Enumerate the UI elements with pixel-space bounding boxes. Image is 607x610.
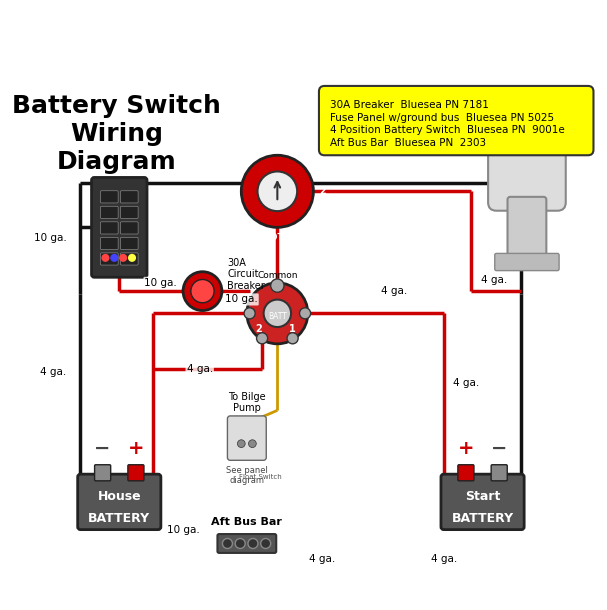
FancyBboxPatch shape: [100, 253, 118, 265]
Text: 4 ga.: 4 ga.: [308, 554, 335, 564]
Circle shape: [263, 300, 291, 327]
Text: BOTH: BOTH: [264, 233, 290, 242]
Text: Fuse Panel w/ground bus  Bluesea PN 5025: Fuse Panel w/ground bus Bluesea PN 5025: [330, 113, 554, 123]
Circle shape: [247, 283, 308, 344]
Text: +: +: [127, 439, 144, 458]
FancyBboxPatch shape: [92, 178, 147, 278]
FancyBboxPatch shape: [491, 465, 507, 481]
Text: Battery Switch
Wiring
Diagram: Battery Switch Wiring Diagram: [12, 94, 221, 174]
FancyBboxPatch shape: [120, 191, 138, 203]
Text: 2: 2: [256, 323, 262, 334]
Text: OFF: OFF: [268, 141, 287, 149]
FancyBboxPatch shape: [128, 465, 144, 481]
Circle shape: [248, 539, 258, 548]
Text: House: House: [98, 490, 141, 503]
Circle shape: [183, 271, 222, 310]
Circle shape: [191, 279, 214, 303]
FancyBboxPatch shape: [100, 237, 118, 249]
Text: 4 ga.: 4 ga.: [40, 367, 67, 376]
Text: −: −: [491, 439, 507, 458]
Text: 1: 1: [229, 186, 236, 196]
Text: −: −: [95, 439, 111, 458]
Text: 10 ga.: 10 ga.: [225, 295, 257, 304]
FancyBboxPatch shape: [488, 147, 566, 210]
Text: 4 Position Battery Switch  Bluesea PN  9001e: 4 Position Battery Switch Bluesea PN 900…: [330, 125, 565, 135]
Text: Common: Common: [257, 271, 297, 280]
Circle shape: [299, 308, 311, 319]
Text: 4 ga.: 4 ga.: [186, 364, 213, 374]
Text: Float Switch: Float Switch: [239, 474, 282, 480]
Circle shape: [257, 171, 297, 211]
Text: To Bilge
Pump: To Bilge Pump: [228, 392, 266, 413]
Text: 4 ga.: 4 ga.: [453, 378, 479, 387]
FancyBboxPatch shape: [78, 474, 161, 529]
Text: 10 ga.: 10 ga.: [144, 278, 177, 288]
Circle shape: [287, 332, 298, 344]
FancyBboxPatch shape: [120, 206, 138, 218]
Circle shape: [222, 539, 232, 548]
FancyBboxPatch shape: [319, 86, 594, 156]
Text: 10 ga.: 10 ga.: [167, 525, 200, 534]
FancyBboxPatch shape: [95, 465, 110, 481]
Circle shape: [237, 440, 245, 448]
Text: 30A Breaker  Bluesea PN 7181: 30A Breaker Bluesea PN 7181: [330, 100, 489, 110]
Circle shape: [271, 279, 284, 292]
Circle shape: [257, 332, 268, 344]
Circle shape: [242, 156, 313, 228]
FancyBboxPatch shape: [228, 416, 266, 461]
Text: 2: 2: [319, 186, 326, 196]
Circle shape: [244, 308, 255, 319]
Text: BATTERY: BATTERY: [88, 512, 151, 525]
Text: Aft Bus Bar  Bluesea PN  2303: Aft Bus Bar Bluesea PN 2303: [330, 138, 486, 148]
Circle shape: [111, 254, 118, 261]
Text: 4 ga.: 4 ga.: [481, 275, 507, 285]
FancyBboxPatch shape: [100, 191, 118, 203]
FancyBboxPatch shape: [100, 206, 118, 218]
Text: 4 ga.: 4 ga.: [430, 554, 457, 564]
FancyBboxPatch shape: [507, 197, 546, 266]
Text: See panel
diagram: See panel diagram: [226, 466, 268, 485]
FancyBboxPatch shape: [495, 253, 559, 271]
FancyBboxPatch shape: [120, 237, 138, 249]
Text: 4 ga.: 4 ga.: [381, 286, 407, 296]
FancyBboxPatch shape: [120, 253, 138, 265]
FancyBboxPatch shape: [217, 534, 276, 553]
Circle shape: [261, 539, 271, 548]
FancyBboxPatch shape: [458, 465, 474, 481]
Text: Aft Bus Bar: Aft Bus Bar: [211, 517, 282, 527]
FancyBboxPatch shape: [100, 222, 118, 234]
Text: 30A
Circuit
Breaker: 30A Circuit Breaker: [228, 258, 265, 291]
Text: BATTERY: BATTERY: [452, 512, 514, 525]
Circle shape: [235, 539, 245, 548]
Circle shape: [120, 254, 126, 261]
Text: 10 ga.: 10 ga.: [34, 234, 67, 243]
Text: Start: Start: [465, 490, 500, 503]
Text: +: +: [458, 439, 474, 458]
FancyBboxPatch shape: [441, 474, 524, 529]
Text: 1: 1: [289, 323, 296, 334]
FancyBboxPatch shape: [120, 222, 138, 234]
Text: BATT: BATT: [268, 312, 287, 321]
Circle shape: [129, 254, 135, 261]
Circle shape: [102, 254, 109, 261]
Circle shape: [248, 440, 256, 448]
